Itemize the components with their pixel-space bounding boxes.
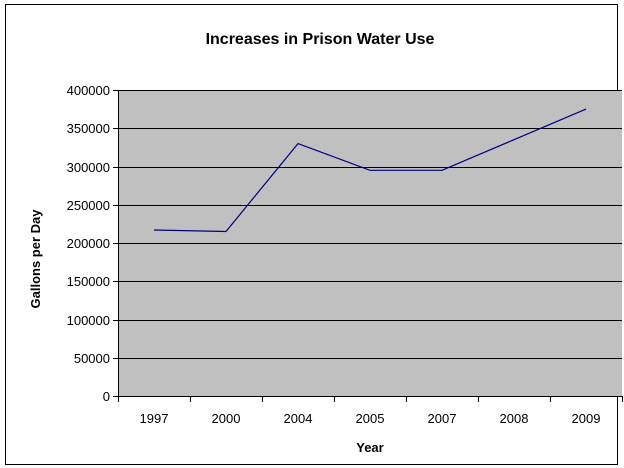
series-line xyxy=(153,108,587,233)
y-tick-label: 350000 xyxy=(67,121,110,136)
y-tick-label: 200000 xyxy=(67,236,110,251)
x-axis-label: Year xyxy=(356,440,383,455)
series-layer xyxy=(153,108,587,233)
x-tick-label: 2008 xyxy=(500,411,529,426)
axes xyxy=(118,90,623,402)
y-axis-label: Gallons per Day xyxy=(28,209,43,309)
x-tick-label: 1997 xyxy=(140,411,169,426)
x-tick-label: 2005 xyxy=(356,411,385,426)
x-tick-label: 2007 xyxy=(428,411,457,426)
y-tick-label: 100000 xyxy=(67,313,110,328)
y-tick-label: 50000 xyxy=(74,351,110,366)
y-tick-label: 0 xyxy=(103,389,110,404)
y-tick-label: 250000 xyxy=(67,198,110,213)
x-tick-labels: 1997 2000 2004 2005 2007 2008 2009 xyxy=(140,411,601,426)
y-tick-label: 300000 xyxy=(67,160,110,175)
x-tick-label: 2009 xyxy=(572,411,601,426)
gridlines xyxy=(113,90,622,397)
x-tick-label: 2000 xyxy=(212,411,241,426)
y-tick-label: 400000 xyxy=(67,83,110,98)
y-tick-labels: 0 50000 100000 150000 200000 250000 300000 3500… xyxy=(67,83,110,404)
x-tick-label: 2004 xyxy=(284,411,313,426)
y-tick-label: 150000 xyxy=(67,274,110,289)
chart-title: Increases in Prison Water Use xyxy=(206,31,435,48)
